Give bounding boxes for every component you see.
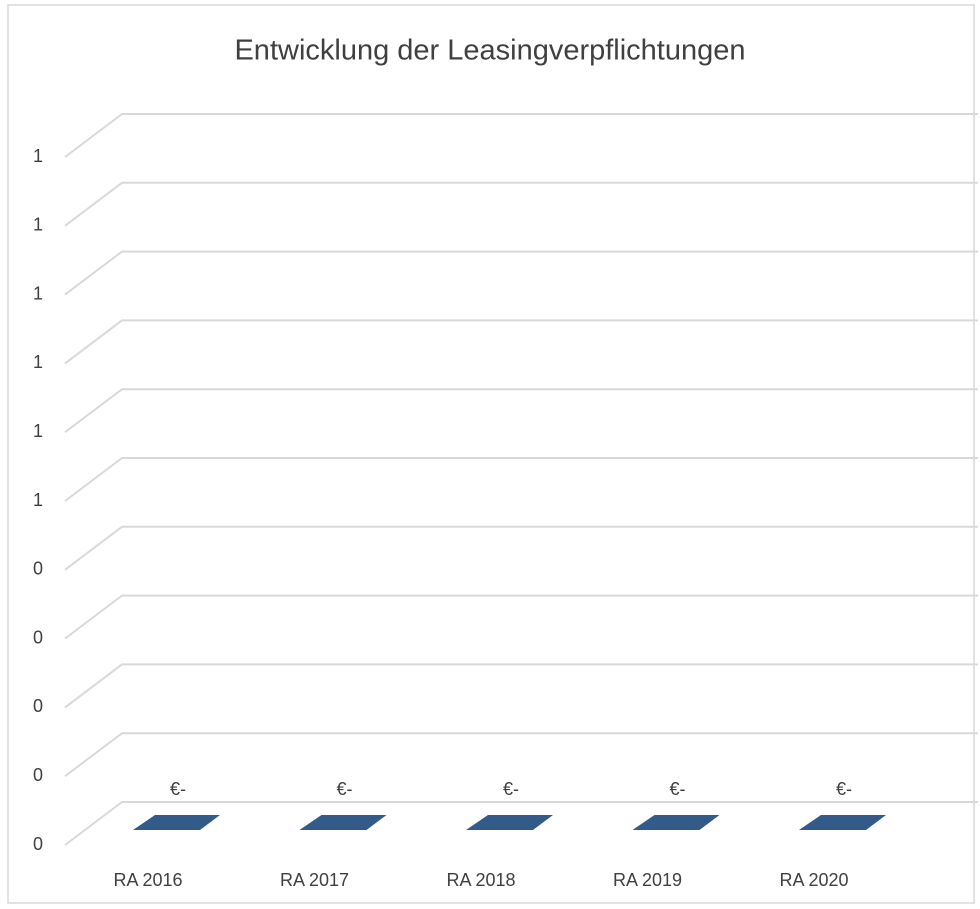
y-tick-label: 0 <box>33 559 43 579</box>
grid-line <box>64 388 978 433</box>
data-label: €- <box>336 779 352 799</box>
x-tick-label: RA 2017 <box>280 870 349 890</box>
x-tick-label: RA 2019 <box>613 870 682 890</box>
grid-line <box>64 181 978 227</box>
y-tick-label: 0 <box>33 765 43 785</box>
chart-frame <box>7 4 975 904</box>
data-label: €- <box>836 779 852 799</box>
y-tick-label: 1 <box>33 421 43 441</box>
grid-line <box>64 319 978 365</box>
data-label: €- <box>669 779 685 799</box>
grid-line <box>64 801 978 846</box>
bar <box>133 815 220 830</box>
y-tick-label: 0 <box>33 627 43 647</box>
grid-line <box>64 250 978 296</box>
y-tick-label: 1 <box>33 352 43 372</box>
grid-line <box>64 732 978 777</box>
y-tick-label: 1 <box>33 146 43 166</box>
grid-line <box>64 113 978 158</box>
grid-line <box>64 594 978 640</box>
y-tick-label: 1 <box>33 215 43 235</box>
data-label: €- <box>170 779 186 799</box>
y-tick-label: 0 <box>33 696 43 716</box>
bar <box>299 815 387 830</box>
bar <box>466 815 553 830</box>
grid-line <box>64 457 978 502</box>
data-label: €- <box>503 779 519 799</box>
x-tick-label: RA 2020 <box>779 870 848 890</box>
chart-title: Entwicklung der Leasingverpflichtungen <box>234 35 745 67</box>
bar <box>799 815 886 830</box>
grid-line <box>64 663 978 709</box>
y-tick-label: 1 <box>33 490 43 510</box>
y-tick-label: 0 <box>33 834 43 854</box>
bar <box>632 815 720 830</box>
y-tick-label: 1 <box>33 283 43 303</box>
grid-line <box>64 525 978 571</box>
x-tick-label: RA 2016 <box>113 870 182 890</box>
x-tick-label: RA 2018 <box>446 870 515 890</box>
